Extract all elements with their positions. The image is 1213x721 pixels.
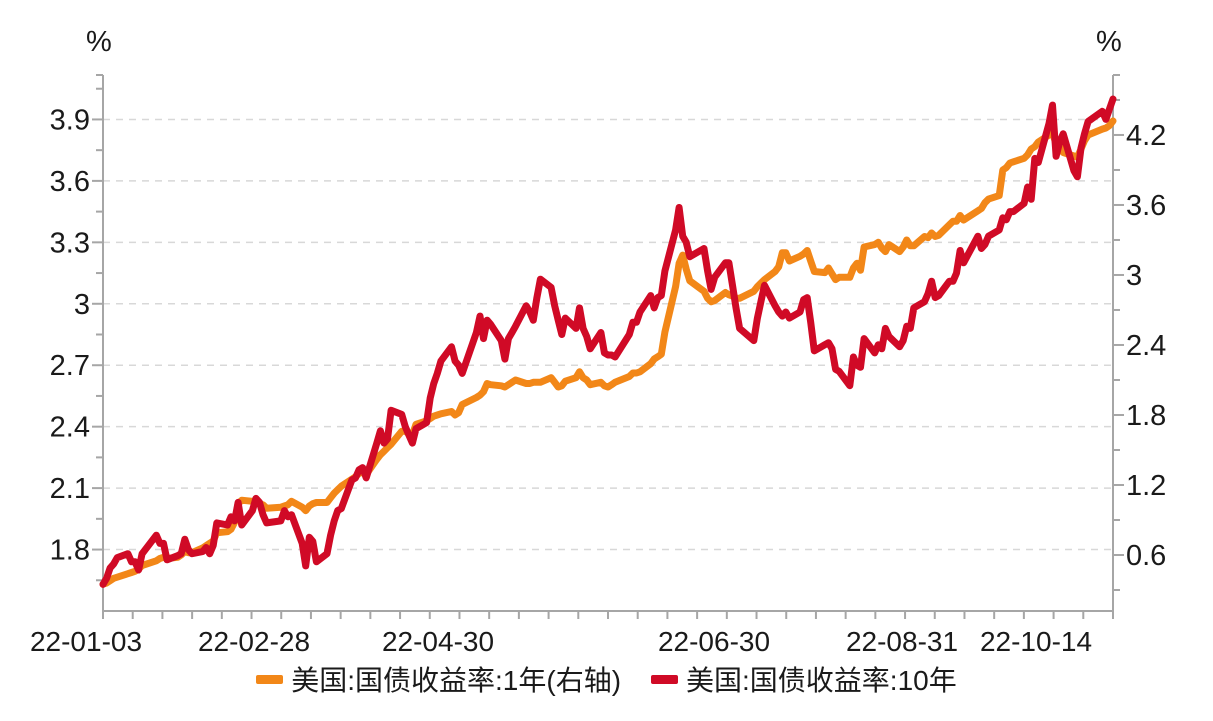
x-tick-label: 22-02-28: [198, 626, 310, 657]
y-tick-label-right: 3: [1126, 260, 1142, 292]
legend: 美国:国债收益率:1年(右轴) 美国:国债收益率:10年: [0, 659, 1213, 699]
y-tick-label-right: 1.2: [1126, 470, 1166, 502]
y-tick-label-left: 3: [74, 289, 90, 321]
left-axis-unit-label: %: [86, 26, 112, 58]
x-tick-label: 22-06-30: [658, 626, 770, 657]
x-tick-label: 22-08-31: [846, 626, 958, 657]
x-tick-label: 22-04-30: [382, 626, 494, 657]
chart-canvas: 1.8 2.1 2.4 2.7 3 3.3 3.6 3.9 0.6 1.2 1.8 2.4 3 3.6 4.…: [30, 74, 1166, 657]
legend-item-1y: 美国:国债收益率:1年(右轴): [256, 659, 621, 699]
x-tick-label: 22-10-14: [980, 626, 1092, 657]
y-tick-label-left: 2.4: [50, 412, 90, 444]
right-axis-unit-label: %: [1096, 26, 1122, 58]
legend-label-1y: 美国:国债收益率:1年(右轴): [291, 665, 622, 696]
y-tick-label-right: 0.6: [1126, 540, 1166, 572]
legend-item-10y: 美国:国债收益率:10年: [651, 659, 957, 699]
y-tick-label-left: 3.6: [50, 166, 90, 198]
y-tick-label-left: 3.3: [50, 227, 90, 259]
y-tick-label-right: 2.4: [1126, 330, 1166, 362]
legend-swatch-10y-icon: [651, 674, 679, 684]
series-line-10y: [99, 95, 1117, 588]
legend-label-10y: 美国:国债收益率:10年: [686, 665, 957, 696]
y-tick-label-left: 1.8: [50, 535, 90, 567]
y-tick-label-right: 3.6: [1126, 190, 1166, 222]
y-tick-label-right: 1.8: [1126, 400, 1166, 432]
series-line-1y: [99, 117, 1117, 588]
y-tick-label-right: 4.2: [1126, 120, 1166, 152]
y-tick-label-left: 2.1: [50, 473, 90, 505]
legend-swatch-1y-icon: [256, 674, 284, 684]
x-tick-label: 22-01-03: [30, 626, 142, 657]
y-tick-label-left: 2.7: [50, 350, 90, 382]
y-tick-label-left: 3.9: [50, 104, 90, 136]
